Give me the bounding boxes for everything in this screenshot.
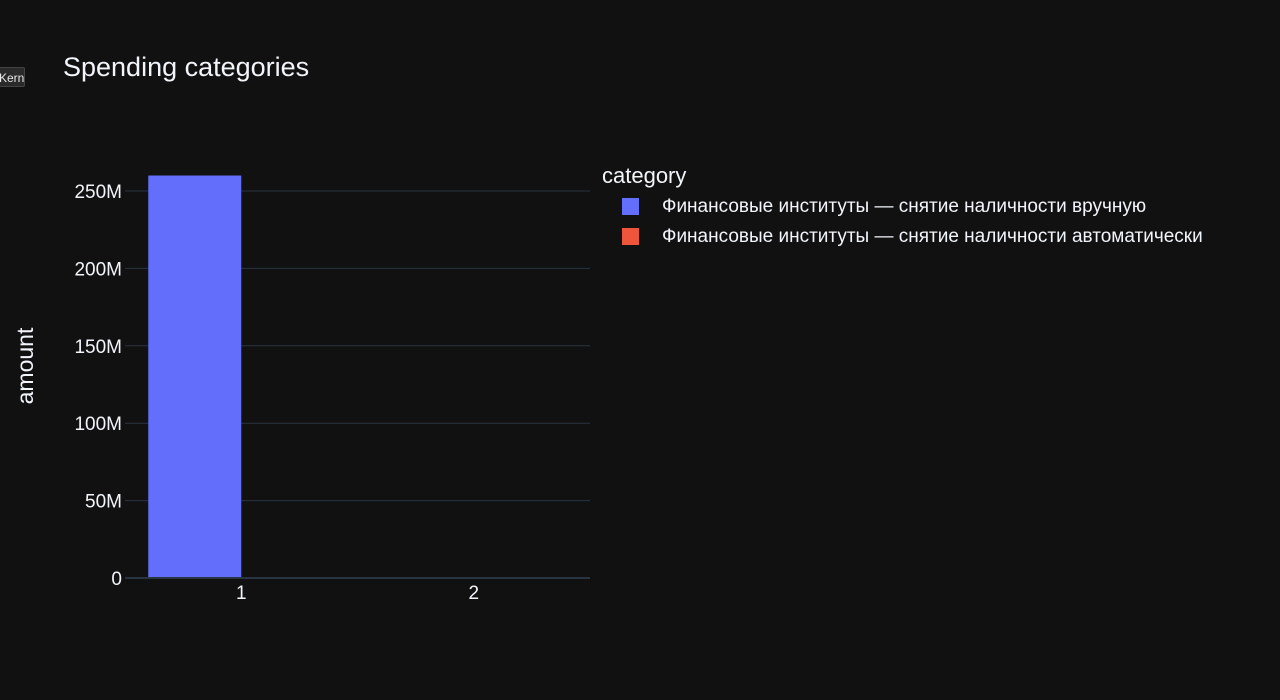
legend-label: Финансовые институты — снятие наличности… <box>662 226 1203 247</box>
bar-1-series-1[interactable] <box>148 175 242 578</box>
legend: category Финансовые институты — снятие н… <box>602 162 1203 252</box>
y-tick-label: 0 <box>111 569 122 590</box>
legend-item-manual-withdrawal[interactable]: Финансовые институты — снятие наличности… <box>602 192 1146 222</box>
legend-swatch <box>622 198 639 215</box>
chart-title: Spending categories <box>63 52 310 82</box>
legend-swatch <box>622 228 639 245</box>
x-tick-label: 1 <box>236 583 247 604</box>
legend-label: Финансовые институты — снятие наличности… <box>662 196 1147 217</box>
y-tick-label: 50M <box>85 492 122 513</box>
y-tick-label: 250M <box>74 182 122 203</box>
y-tick-label: 200M <box>74 259 122 280</box>
axes: 0 50M 100M 150M 200M 250M 1 2 <box>74 182 590 604</box>
kernel-status-tag: Kernel <box>0 67 25 87</box>
y-axis-title: amount <box>12 327 38 404</box>
x-tick-label: 2 <box>468 583 479 604</box>
y-tick-label: 150M <box>74 337 122 358</box>
legend-title: category <box>602 163 687 188</box>
bars <box>148 175 567 579</box>
legend-item-automatic-withdrawal[interactable]: Финансовые институты — снятие наличности… <box>602 222 1203 252</box>
y-tick-label: 100M <box>74 414 122 435</box>
